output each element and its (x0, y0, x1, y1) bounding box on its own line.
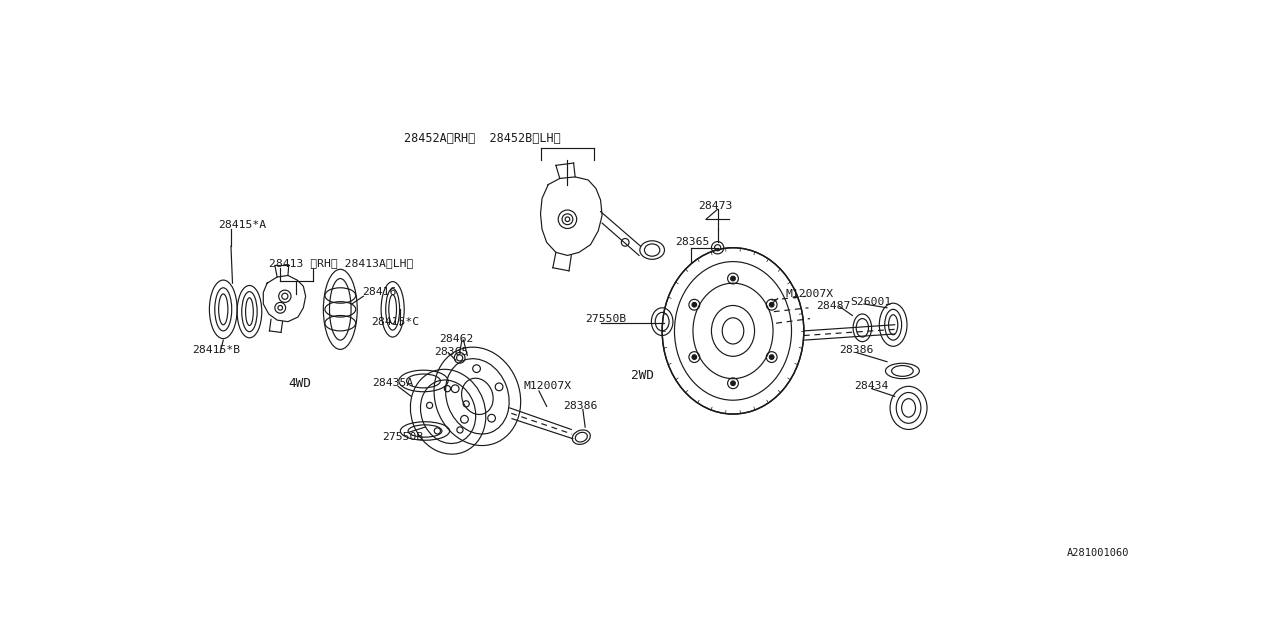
Circle shape (692, 355, 696, 360)
Text: 27550B: 27550B (585, 314, 626, 324)
Text: 28415*B: 28415*B (192, 345, 241, 355)
Text: 28473: 28473 (699, 201, 732, 211)
Text: 28462: 28462 (439, 333, 474, 344)
Text: 4WD: 4WD (288, 377, 311, 390)
Text: 28386: 28386 (840, 345, 874, 355)
Text: 27550B: 27550B (383, 432, 424, 442)
Circle shape (769, 303, 774, 307)
Text: 28434: 28434 (855, 381, 890, 391)
Text: A281001060: A281001060 (1068, 548, 1129, 557)
Circle shape (731, 381, 735, 385)
Text: 28365: 28365 (434, 348, 468, 358)
Circle shape (731, 276, 735, 281)
Text: 28386: 28386 (563, 401, 598, 412)
Text: 28416: 28416 (362, 287, 397, 298)
Text: 28415*C: 28415*C (371, 317, 420, 326)
Text: 28435A: 28435A (372, 378, 413, 388)
Text: 28413 〈RH〉 28413A〈LH〉: 28413 〈RH〉 28413A〈LH〉 (270, 258, 413, 268)
Text: 2WD: 2WD (631, 369, 654, 382)
Text: 28415*A: 28415*A (219, 220, 266, 230)
Text: 28487: 28487 (817, 301, 850, 311)
Text: S26001: S26001 (850, 296, 891, 307)
Text: M12007X: M12007X (524, 381, 572, 391)
Text: M12007X: M12007X (786, 289, 833, 299)
Text: 28452A〈RH〉  28452B〈LH〉: 28452A〈RH〉 28452B〈LH〉 (404, 132, 561, 145)
Circle shape (769, 355, 774, 360)
Text: 28365: 28365 (676, 237, 709, 247)
Circle shape (692, 303, 696, 307)
